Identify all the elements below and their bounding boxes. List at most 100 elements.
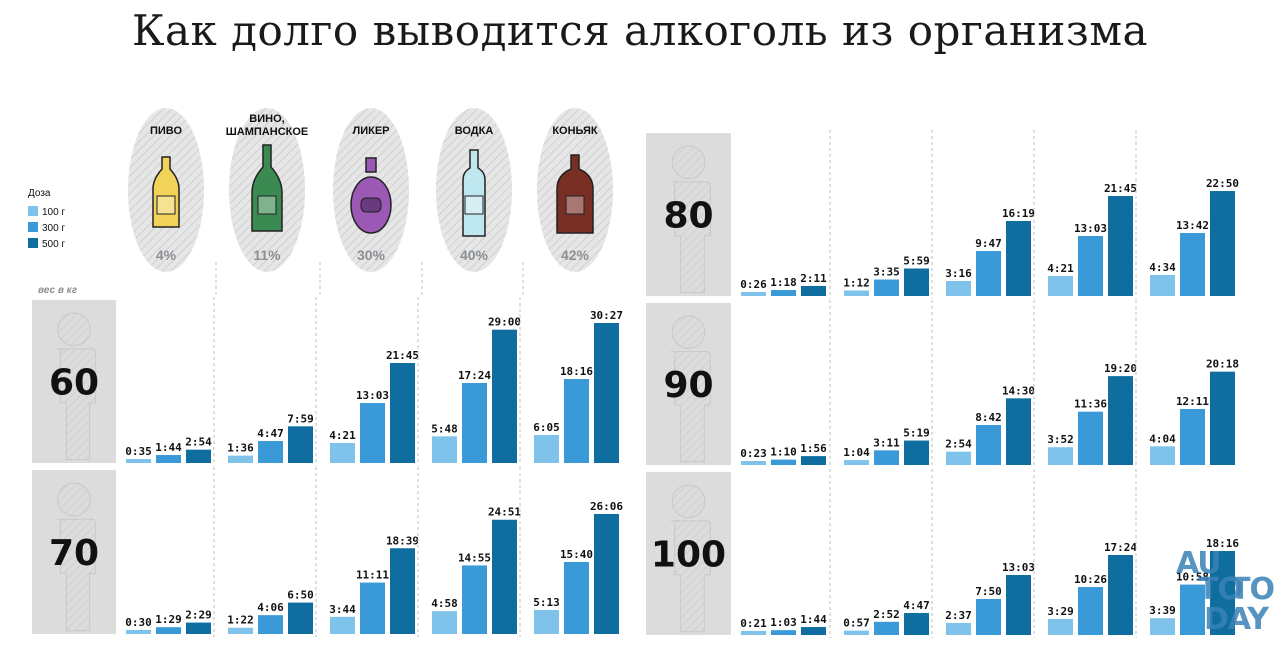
bar-60-5-2: [564, 379, 589, 463]
bar-label: 0:26: [740, 278, 767, 291]
bar-60-1-1: [126, 459, 151, 463]
bar-label: 5:59: [903, 254, 930, 267]
drink-header-4: ВОДКА 40%: [436, 108, 512, 272]
bar-90-3-3: [1006, 398, 1031, 465]
bar-70-5-3: [594, 514, 619, 634]
bar-label: 18:16: [1206, 537, 1239, 550]
bar-80-4-3: [1108, 196, 1133, 296]
bar-60-2-1: [228, 455, 253, 463]
person-icon: [670, 315, 711, 463]
bar-label: 1:56: [800, 442, 827, 455]
bar-label: 6:05: [533, 421, 560, 434]
drink-name-5: КОНЬЯК: [552, 125, 598, 137]
bar-label: 2:37: [945, 609, 972, 622]
bar-label: 13:03: [1002, 561, 1035, 574]
bar-label: 1:36: [227, 442, 254, 455]
bar-80-5-1: [1150, 275, 1175, 296]
bar-60-5-3: [594, 323, 619, 463]
bar-label: 0:57: [843, 617, 870, 630]
bar-70-1-2: [156, 627, 181, 634]
bar-80-3-1: [946, 280, 971, 296]
bar-90-2-2: [874, 450, 899, 465]
bar-label: 4:47: [257, 427, 284, 440]
bar-label: 30:27: [590, 309, 623, 322]
bar-label: 3:11: [873, 436, 900, 449]
champagne-bottle-icon: [251, 144, 283, 232]
bar-label: 0:21: [740, 617, 767, 630]
bar-80-3-3: [1006, 220, 1031, 296]
bar-100-2-1: [844, 630, 869, 635]
bar-80-1-1: [741, 292, 766, 296]
bar-label: 5:19: [903, 427, 930, 440]
bar-label: 11:36: [1074, 398, 1107, 411]
bar-100-3-1: [946, 622, 971, 635]
bar-100-5-1: [1150, 618, 1175, 635]
person-icon: [56, 482, 97, 632]
person-head: [57, 482, 91, 517]
bar-label: 4:06: [257, 601, 284, 614]
legend-title: Доза: [28, 188, 51, 199]
bar-label: 3:29: [1047, 605, 1074, 618]
bar-60-2-2: [258, 441, 283, 463]
bar-100-3-3: [1006, 575, 1031, 635]
bar-60-3-2: [360, 403, 385, 463]
person-body: [670, 351, 711, 463]
bar-60-4-1: [432, 436, 457, 463]
drink-header-2: ВИНО,ШАМПАНСКОЕ 11%: [226, 108, 308, 272]
bar-label: 21:45: [1104, 182, 1137, 195]
vodka-bottle-icon: [462, 149, 486, 237]
bar-label: 13:03: [356, 389, 389, 402]
bar-70-2-1: [228, 627, 253, 634]
bar-label: 17:24: [458, 369, 491, 382]
bar-label: 3:52: [1047, 433, 1074, 446]
bar-label: 14:55: [458, 551, 491, 564]
legend-label-1: 100 г: [42, 207, 65, 218]
bar-label: 20:18: [1206, 358, 1239, 371]
bar-100-2-3: [904, 613, 929, 635]
bar-80-1-2: [771, 290, 796, 296]
bar-label: 2:11: [800, 272, 827, 285]
bar-label: 1:12: [843, 276, 870, 289]
bar-label: 4:34: [1149, 261, 1176, 274]
drink-name-2: ВИНО,: [249, 113, 284, 125]
bar-80-5-3: [1210, 191, 1235, 296]
bar-label: 4:47: [903, 599, 930, 612]
bar-60-1-3: [186, 449, 211, 463]
bar-90-3-1: [946, 451, 971, 465]
chart-title: Как долго выводится алкоголь из организм…: [131, 6, 1149, 55]
bottle-body: [152, 156, 180, 228]
drink-name-1: ПИВО: [150, 125, 182, 137]
bar-label: 4:21: [329, 429, 356, 442]
bar-100-4-1: [1048, 618, 1073, 635]
bar-70-3-3: [390, 548, 415, 634]
bar-label: 4:58: [431, 597, 458, 610]
weight-axis-caption: вес в кг: [38, 285, 78, 296]
bar-80-4-2: [1078, 236, 1103, 296]
bar-label: 2:52: [873, 608, 900, 621]
bar-label: 3:39: [1149, 604, 1176, 617]
bar-label: 16:19: [1002, 207, 1035, 220]
weight-value: 100: [651, 535, 726, 576]
beer-bottle-icon: [152, 156, 180, 228]
bottle-neck: [365, 157, 377, 173]
bar-label: 13:03: [1074, 222, 1107, 235]
bar-70-3-1: [330, 616, 355, 634]
bar-label: 5:13: [533, 596, 560, 609]
legend-label-2: 300 г: [42, 223, 65, 234]
bar-label: 1:29: [155, 613, 182, 626]
bar-label: 21:45: [386, 349, 419, 362]
bottle-label: [257, 195, 277, 215]
weight-panel-100: 100 0:21 1:03 1:44 0:572:524:47 2:377:5013:03…: [646, 469, 1239, 638]
bar-label: 2:29: [185, 609, 212, 622]
bar-label: 11:11: [356, 569, 389, 582]
bar-70-4-1: [432, 611, 457, 634]
bar-70-5-2: [564, 561, 589, 634]
person-body: [670, 181, 711, 294]
bar-label: 9:47: [975, 237, 1002, 250]
drink-header-3: ЛИКЕР 30%: [333, 108, 409, 272]
bar-label: 3:35: [873, 266, 900, 279]
bar-label: 3:16: [945, 267, 972, 280]
bar-80-3-2: [976, 251, 1001, 296]
bar-90-1-1: [741, 461, 766, 465]
